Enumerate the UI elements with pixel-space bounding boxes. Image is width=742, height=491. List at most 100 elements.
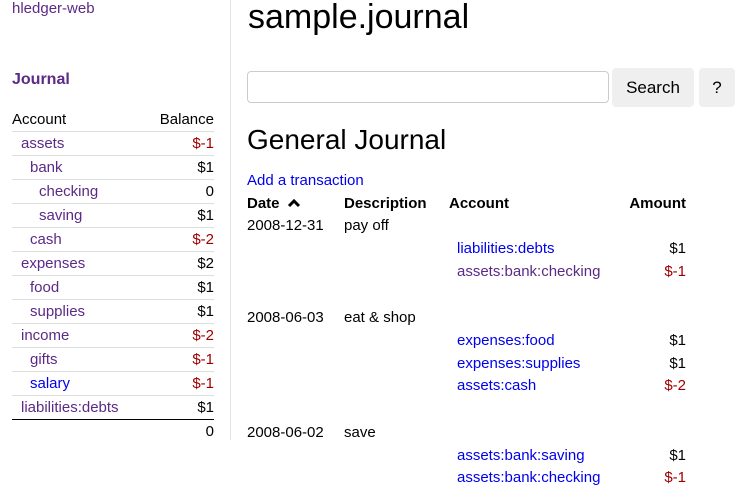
search-input[interactable] bbox=[247, 71, 609, 103]
balance-row: assets $-1 bbox=[12, 131, 214, 156]
posting-account-link[interactable]: expenses:food bbox=[457, 332, 555, 349]
sidebar: hledger-web Journal Account Balance asse… bbox=[0, 0, 231, 443]
balance-value: $1 bbox=[145, 203, 214, 228]
transaction-row: 2008-06-02 save bbox=[0, 424, 742, 446]
account-column-header: Account bbox=[449, 195, 509, 212]
page-title: sample.journal bbox=[248, 0, 470, 36]
help-button[interactable]: ? bbox=[699, 68, 735, 107]
posting-account-link[interactable]: assets:cash bbox=[457, 377, 537, 394]
journal-header-row: Date Description Account Amount bbox=[0, 195, 742, 217]
transaction-date: 2008-06-02 bbox=[247, 423, 324, 441]
balance-value: $-2 bbox=[145, 323, 214, 348]
account-link[interactable]: checking bbox=[39, 183, 99, 200]
balance-table: Account Balance assets $-1 bank $1 checkin… bbox=[12, 108, 214, 443]
account-cell: assets bbox=[12, 131, 146, 156]
posting-amount: $1 bbox=[669, 446, 686, 464]
account-cell: gifts bbox=[12, 347, 146, 372]
balance-row: saving $1 bbox=[12, 203, 214, 228]
posting-amount: $1 bbox=[669, 354, 686, 372]
balance-row: salary $-1 bbox=[12, 371, 214, 396]
balance-row: income $-2 bbox=[12, 323, 214, 348]
account-header: Account bbox=[12, 111, 67, 128]
account-cell: checking bbox=[12, 179, 146, 204]
transaction-date: 2008-12-31 bbox=[247, 217, 324, 234]
posting-amount: $-1 bbox=[664, 262, 686, 280]
posting-row: assets:cash $-2 bbox=[0, 377, 742, 399]
brand-link[interactable]: hledger-web bbox=[12, 0, 95, 17]
account-cell: salary bbox=[12, 371, 146, 396]
journal-heading: General Journal bbox=[247, 124, 447, 155]
balance-value: $1 bbox=[145, 155, 214, 180]
journal-link[interactable]: Journal bbox=[12, 71, 70, 88]
account-link[interactable]: gifts bbox=[30, 351, 58, 368]
transaction-description: eat & shop bbox=[344, 309, 416, 326]
posting-amount: $-2 bbox=[664, 377, 686, 394]
balance-row: expenses $2 bbox=[12, 251, 214, 276]
transaction-date: 2008-06-03 bbox=[247, 309, 324, 326]
account-cell: liabilities:debts bbox=[12, 395, 146, 420]
account-link[interactable]: food bbox=[30, 279, 60, 296]
account-cell: expenses bbox=[12, 251, 146, 276]
posting-row: assets:bank:saving $1 bbox=[0, 447, 742, 469]
total-row: 0 bbox=[12, 419, 214, 443]
transaction-row: 2008-12-31 pay off bbox=[0, 217, 742, 239]
total-label bbox=[12, 419, 146, 443]
date-label: Date bbox=[247, 195, 280, 212]
search-button[interactable]: Search bbox=[612, 68, 694, 107]
transaction-description: pay off bbox=[344, 217, 389, 234]
account-link[interactable]: assets bbox=[21, 135, 65, 152]
balance-row: bank $1 bbox=[12, 155, 214, 180]
balance-row: supplies $1 bbox=[12, 299, 214, 324]
balance-value: $-2 bbox=[145, 227, 214, 252]
posting-account-link[interactable]: assets:bank:checking bbox=[457, 469, 601, 486]
transaction-description: save bbox=[344, 423, 376, 441]
balance-value: $-1 bbox=[145, 131, 214, 156]
posting-amount: $1 bbox=[669, 240, 686, 257]
account-cell: income bbox=[12, 323, 146, 348]
account-cell: saving bbox=[12, 203, 146, 228]
account-link[interactable]: saving bbox=[39, 207, 83, 224]
account-cell: supplies bbox=[12, 299, 146, 324]
posting-row: expenses:food $1 bbox=[0, 332, 742, 354]
balance-row: checking 0 bbox=[12, 179, 214, 204]
balance-value: $1 bbox=[145, 275, 214, 300]
balance-value: $1 bbox=[145, 395, 214, 420]
balance-row: cash $-2 bbox=[12, 227, 214, 252]
balance-value: $-1 bbox=[145, 347, 214, 372]
account-link[interactable]: expenses bbox=[21, 255, 86, 272]
posting-amount: $1 bbox=[669, 332, 686, 349]
balance-value: $-1 bbox=[145, 371, 214, 396]
posting-row: liabilities:debts $1 bbox=[0, 240, 742, 262]
balance-value: 0 bbox=[145, 179, 214, 204]
posting-account-link[interactable]: assets:bank:checking bbox=[457, 262, 601, 280]
posting-row: expenses:supplies $1 bbox=[0, 355, 742, 377]
posting-amount: $-1 bbox=[664, 469, 686, 486]
account-cell: bank bbox=[12, 155, 146, 180]
posting-account-link[interactable]: expenses:supplies bbox=[457, 354, 581, 372]
transaction-row: 2008-06-03 eat & shop bbox=[0, 309, 742, 331]
posting-account-link[interactable]: assets:bank:saving bbox=[457, 446, 585, 464]
amount-column-header: Amount bbox=[629, 195, 686, 212]
balance-row: gifts $-1 bbox=[12, 347, 214, 372]
balance-value: $2 bbox=[145, 251, 214, 276]
account-link[interactable]: bank bbox=[30, 159, 63, 176]
posting-row: assets:bank:checking $-1 bbox=[0, 469, 742, 491]
account-link[interactable]: salary bbox=[30, 375, 71, 392]
balance-header: Balance bbox=[159, 111, 214, 128]
account-cell: cash bbox=[12, 227, 146, 252]
posting-row: assets:bank:checking $-1 bbox=[0, 263, 742, 285]
description-column-header: Description bbox=[344, 195, 427, 212]
chevron-up-icon bbox=[287, 198, 300, 208]
account-link[interactable]: supplies bbox=[30, 303, 86, 320]
balance-row: food $1 bbox=[12, 275, 214, 300]
balance-value: $1 bbox=[145, 299, 214, 324]
account-link[interactable]: cash bbox=[30, 231, 62, 248]
posting-account-link[interactable]: liabilities:debts bbox=[457, 240, 555, 257]
account-link[interactable]: liabilities:debts bbox=[21, 399, 119, 416]
total-value: 0 bbox=[145, 419, 214, 443]
balance-row: liabilities:debts $1 bbox=[12, 395, 214, 420]
add-transaction-link[interactable]: Add a transaction bbox=[247, 172, 364, 189]
date-column-header[interactable]: Date bbox=[247, 195, 301, 212]
account-cell: food bbox=[12, 275, 146, 300]
account-link[interactable]: income bbox=[21, 327, 70, 344]
